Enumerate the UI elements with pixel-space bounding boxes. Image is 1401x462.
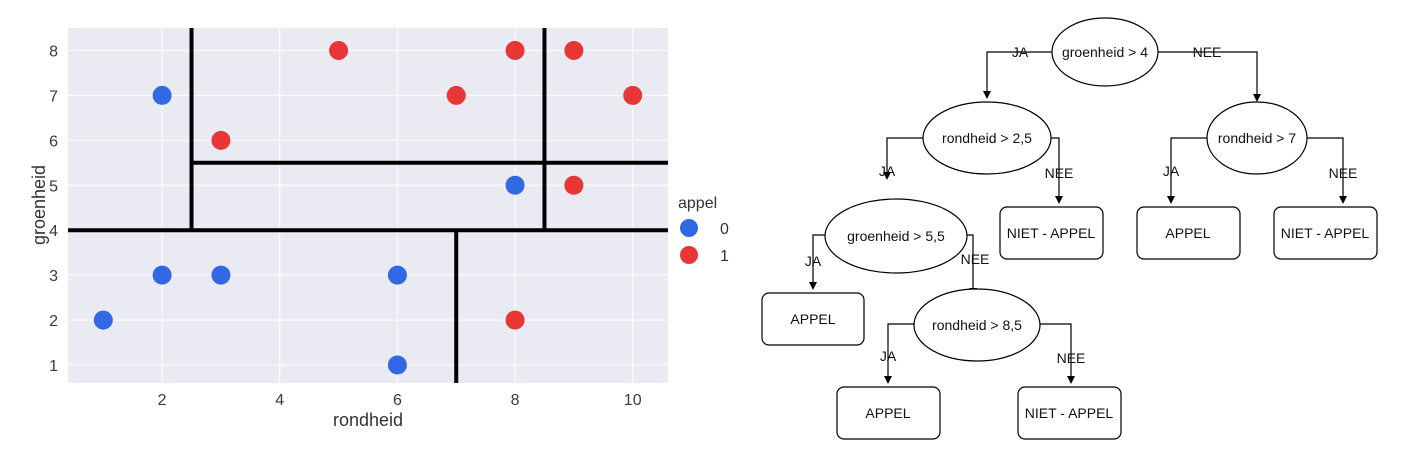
- edge-groen55-ja: JA: [805, 234, 825, 290]
- x-tick-label: 6: [393, 392, 402, 409]
- edge-rond85-nee: NEE: [1040, 323, 1086, 384]
- data-point-class-1: [564, 40, 584, 60]
- leaf-label-niet-appel-2: NIET - APPEL: [1281, 225, 1370, 241]
- edge-label-rond25-nee: NEE: [1045, 165, 1074, 181]
- leaf-niet-appel-2: NIET - APPEL: [1273, 206, 1378, 260]
- x-tick-label: 4: [275, 392, 284, 409]
- leaf-niet-appel-3: NIET - APPEL: [1017, 386, 1122, 440]
- edge-rond25-ja: JA: [879, 137, 923, 180]
- data-point-class-0: [387, 265, 407, 285]
- data-point-class-0: [152, 85, 172, 105]
- y-tick-label: 2: [49, 313, 58, 330]
- leaf-label-appel-2: APPEL: [790, 311, 835, 327]
- node-label-groenheid-5-5: groenheid > 5,5: [847, 228, 945, 244]
- leaf-label-niet-appel-1: NIET - APPEL: [1007, 225, 1096, 241]
- edge-root-ja: JA: [983, 44, 1052, 99]
- edge-rond7-nee: NEE: [1307, 137, 1358, 204]
- y-tick-label: 7: [49, 88, 58, 105]
- data-point-class-0: [211, 265, 231, 285]
- leaf-label-niet-appel-3: NIET - APPEL: [1025, 405, 1114, 421]
- data-point-class-0: [93, 310, 113, 330]
- x-tick-label: 8: [511, 392, 520, 409]
- data-point-class-0: [505, 175, 525, 195]
- y-tick-label: 3: [49, 268, 58, 285]
- leaf-appel-2: APPEL: [761, 292, 865, 346]
- edge-rond25-nee: NEE: [1045, 137, 1074, 204]
- edge-label-rond85-ja: JA: [880, 348, 897, 364]
- data-point-class-1: [505, 310, 525, 330]
- data-point-class-0: [387, 355, 407, 375]
- legend-title: appel: [678, 195, 717, 212]
- data-points: [93, 40, 643, 375]
- node-rondheid-8-5: rondheid > 8,5: [913, 288, 1041, 362]
- leaf-label-appel-3: APPEL: [865, 405, 910, 421]
- decision-tree-diagram: JA NEE JA NEE JA NEE JA NEE JA NEE: [761, 17, 1378, 440]
- data-point-class-1: [329, 40, 349, 60]
- legend-swatch-0: [680, 219, 698, 237]
- leaf-appel-1: APPEL: [1136, 206, 1241, 260]
- node-label-rondheid-2-5: rondheid > 2,5: [942, 130, 1032, 146]
- edge-label-rond7-nee: NEE: [1329, 165, 1358, 181]
- legend-label-0: 0: [720, 221, 729, 238]
- edge-label-rond25-ja: JA: [879, 163, 896, 179]
- edge-groen55-nee: NEE: [961, 234, 990, 296]
- legend-label-1: 1: [720, 248, 729, 265]
- leaf-label-appel-1: APPEL: [1165, 225, 1210, 241]
- data-point-class-1: [623, 85, 643, 105]
- node-groenheid-4: groenheid > 4: [1051, 17, 1159, 87]
- legend: appel 0 1: [678, 195, 729, 265]
- edge-label-rond7-ja: JA: [1163, 163, 1180, 179]
- node-rondheid-2-5: rondheid > 2,5: [922, 101, 1052, 175]
- x-axis-title: rondheid: [333, 410, 403, 430]
- plot-background: [68, 28, 668, 383]
- node-groenheid-5-5: groenheid > 5,5: [824, 198, 968, 274]
- data-point-class-1: [446, 85, 466, 105]
- edge-rond85-ja: JA: [880, 323, 914, 384]
- y-tick-label: 4: [49, 223, 58, 240]
- decision-boundaries: [68, 28, 668, 383]
- data-point-class-0: [152, 265, 172, 285]
- y-axis-ticks: 1 2 3 4 5 6 7 8: [49, 43, 58, 375]
- edge-label-root-ja: JA: [1012, 44, 1029, 60]
- edge-root-nee: NEE: [1158, 44, 1261, 102]
- edge-label-groen55-nee: NEE: [961, 251, 990, 267]
- leaf-appel-3: APPEL: [836, 386, 941, 440]
- edge-label-root-nee: NEE: [1193, 44, 1222, 60]
- node-label-rondheid-7: rondheid > 7: [1218, 130, 1296, 146]
- edge-label-rond85-nee: NEE: [1057, 350, 1086, 366]
- node-label-rondheid-8-5: rondheid > 8,5: [932, 317, 1022, 333]
- node-rondheid-7: rondheid > 7: [1206, 101, 1308, 175]
- data-point-class-1: [505, 40, 525, 60]
- edge-label-groen55-ja: JA: [805, 253, 822, 269]
- x-tick-label: 10: [624, 392, 642, 409]
- y-tick-label: 6: [49, 133, 58, 150]
- edge-rond7-ja: JA: [1163, 137, 1207, 204]
- data-point-class-1: [564, 175, 584, 195]
- y-tick-label: 1: [49, 358, 58, 375]
- x-tick-label: 2: [158, 392, 167, 409]
- y-tick-label: 5: [49, 178, 58, 195]
- leaf-niet-appel-1: NIET - APPEL: [999, 206, 1104, 260]
- data-point-class-1: [211, 130, 231, 150]
- x-axis-ticks: 2 4 6 8 10: [158, 392, 642, 409]
- y-axis-title: groenheid: [29, 165, 49, 245]
- node-label-groenheid-4: groenheid > 4: [1062, 44, 1148, 60]
- y-tick-label: 8: [49, 43, 58, 60]
- legend-swatch-1: [680, 246, 698, 264]
